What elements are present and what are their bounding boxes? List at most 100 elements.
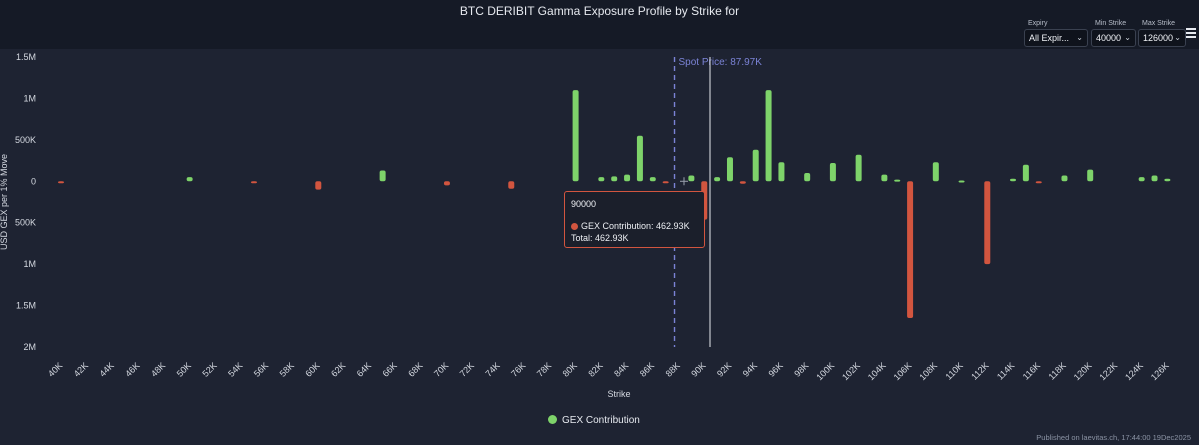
x-tick-label: 120K [1072,360,1094,382]
x-tick-label: 58K [278,360,296,378]
expiry-select[interactable]: All Expir... ⌄ [1024,29,1088,47]
tooltip-contribution-text: GEX Contribution: 462.93K [581,221,690,231]
x-tick-label: 46K [123,360,141,378]
x-tick-label: 112K [969,360,990,381]
x-tick-label: 86K [638,360,656,378]
bar [765,90,772,182]
bar [855,154,862,182]
x-tick-label: 88K [664,360,682,378]
x-tick-label: 114K [995,360,1016,381]
bar [1035,181,1042,184]
bar [598,177,605,182]
bar [1151,175,1158,182]
bar [315,181,322,190]
bar [958,180,965,183]
bar [881,174,888,182]
bar [508,181,515,189]
bar [932,162,939,182]
x-tick-label: 84K [612,360,630,378]
y-tick-label: 0 [31,176,36,186]
x-tick-label: 104K [866,360,888,382]
bar [1087,169,1094,182]
x-tick-label: 110K [943,360,964,381]
max-strike-select[interactable]: 126000 ⌄ [1138,29,1186,47]
y-tick-label: 2M [23,342,36,352]
bar [1164,178,1171,182]
bar [379,170,386,182]
footer-credit: Published on laevitas.ch, 17:44:00 19Dec… [1036,433,1191,442]
spot-price-label: Spot Price: 87.97K [679,57,763,68]
x-tick-label: 82K [586,360,604,378]
x-tick-label: 62K [329,360,347,378]
bar [804,173,811,182]
bar [1022,164,1029,182]
header-bar [0,0,1199,49]
x-tick-label: 42K [72,360,90,378]
tooltip-title: 90000 [571,199,597,209]
min-strike-select[interactable]: 40000 ⌄ [1091,29,1136,47]
min-strike-value: 40000 [1096,33,1122,43]
x-tick-label: 72K [458,360,476,378]
bar [1138,177,1145,182]
x-tick-label: 40K [46,360,64,378]
chevron-down-icon: ⌄ [1076,33,1083,42]
bar [611,176,618,182]
x-tick-label: 118K [1046,360,1067,381]
x-tick-label: 122K [1097,360,1119,382]
x-tick-label: 100K [814,360,836,382]
legend[interactable]: GEX Contribution [548,415,640,426]
tooltip: 90000 GEX Contribution: 462.93K Total: 4… [564,191,705,248]
bar [1061,175,1068,182]
legend-dot-icon [548,415,557,424]
x-tick-label: 106K [892,360,914,382]
x-tick-label: 68K [406,360,424,378]
x-tick-label: 54K [226,360,244,378]
x-tick-label: 74K [483,360,501,378]
max-strike-value: 126000 [1143,33,1174,43]
x-tick-label: 60K [303,360,321,378]
x-tick-label: 66K [381,360,399,378]
x-tick-label: 96K [766,360,784,378]
chevron-down-icon: ⌄ [1124,33,1131,42]
x-tick-label: 92K [715,360,733,378]
x-tick-label: 48K [149,360,167,378]
bar [443,181,450,186]
bar [636,135,643,182]
expiry-control: Expiry All Expir... ⌄ [1024,19,1088,47]
bar [1010,178,1017,182]
x-tick-label: 90K [689,360,707,378]
x-axis-label: Strike [607,389,630,399]
chart-title: BTC DERIBIT Gamma Exposure Profile by St… [459,4,740,18]
bar [662,181,669,184]
bar [714,177,721,182]
bar [624,174,631,182]
x-tick-label: 64K [355,360,373,378]
x-tick-label: 126K [1149,360,1171,382]
bar [572,90,579,182]
y-tick-label: 500K [15,218,36,228]
x-tick-label: 76K [509,360,527,378]
x-tick-label: 44K [97,360,115,378]
legend-label: GEX Contribution [562,415,640,426]
bar [829,163,836,182]
bar [649,177,656,182]
x-tick-label: 124K [1123,360,1145,382]
y-tick-label: 500K [15,135,36,145]
min-strike-control: Min Strike 40000 ⌄ [1091,19,1136,47]
x-tick-label: 102K [840,360,862,382]
hamburger-icon[interactable] [1186,28,1196,40]
x-tick-label: 116K [1021,360,1042,381]
y-tick-label: 1.5M [16,52,36,62]
bar [739,181,746,184]
x-tick-label: 70K [432,360,450,378]
bar [58,181,64,184]
bar [186,177,193,182]
x-tick-label: 80K [561,360,579,378]
chevron-down-icon: ⌄ [1174,33,1181,42]
x-tick-label: 52K [200,360,218,378]
expiry-value: All Expir... [1029,33,1070,43]
expiry-label: Expiry [1028,20,1048,27]
x-tick-label: 94K [741,360,759,378]
x-tick-label: 50K [175,360,193,378]
x-tick-label: 108K [917,360,939,382]
